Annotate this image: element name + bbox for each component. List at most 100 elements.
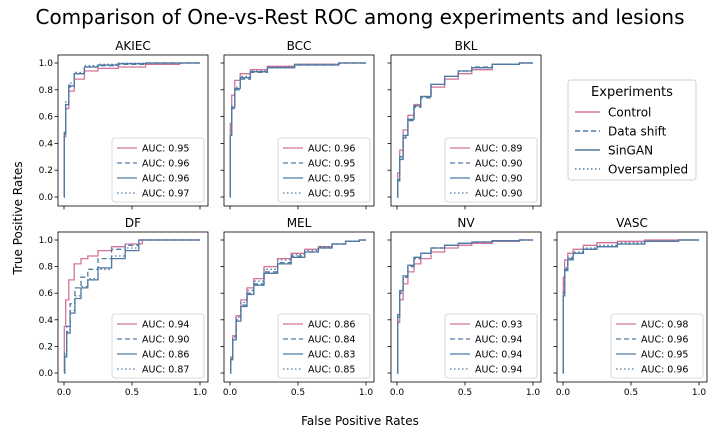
y-tick-label: 0.4	[39, 316, 54, 326]
legend-entry: Oversampled	[608, 163, 688, 177]
roc-curve-oversampled	[63, 62, 200, 198]
auc-legend-label: AUC: 0.84	[308, 335, 355, 346]
roc-curve-oversampled	[229, 62, 366, 198]
auc-legend-frame	[444, 313, 538, 379]
roc-curve-singan	[230, 239, 366, 374]
auc-legend-label: AUC: 0.94	[475, 365, 522, 376]
auc-legend: AUC: 0.93 AUC: 0.94 AUC: 0.94 AUC: 0.94	[444, 313, 538, 379]
auc-legend-label: AUC: 0.96	[641, 335, 688, 346]
subplot-title: NV	[457, 216, 475, 230]
y-tick-label: 0.8	[39, 86, 54, 96]
auc-legend-label: AUC: 0.96	[641, 365, 688, 376]
roc-curve-singan	[562, 239, 699, 374]
auc-legend-label: AUC: 0.95	[308, 189, 355, 200]
auc-legend-label: AUC: 0.90	[142, 335, 189, 346]
figure-xlabel: False Positive Rates	[301, 414, 419, 428]
x-tick-label: 0.0	[556, 388, 571, 398]
auc-legend-label: AUC: 0.86	[308, 320, 355, 331]
auc-legend-label: AUC: 0.97	[142, 189, 189, 200]
auc-legend: AUC: 0.86 AUC: 0.84 AUC: 0.83 AUC: 0.85	[277, 313, 371, 379]
auc-legend-label: AUC: 0.90	[475, 174, 522, 185]
y-tick-label: 0.0	[39, 369, 54, 379]
x-tick-label: 0.5	[624, 388, 638, 398]
subplot-vasc: VASC 0.0 0.5 1.0 AUC: 0.98 AUC: 0.96 AUC: 0.95…	[553, 216, 708, 398]
x-tick-label: 0.5	[291, 388, 305, 398]
subplot-title: VASC	[616, 216, 648, 230]
auc-legend: AUC: 0.89 AUC: 0.90 AUC: 0.90 AUC: 0.90	[444, 137, 538, 203]
roc-curve-data-shift	[397, 62, 533, 198]
roc-curve-oversampled	[397, 239, 533, 374]
roc-curve-singan	[397, 62, 533, 198]
auc-legend-label: AUC: 0.90	[475, 189, 522, 200]
auc-legend-label: AUC: 0.87	[142, 365, 189, 376]
roc-curve-data-shift	[64, 239, 200, 374]
auc-legend-label: AUC: 0.95	[308, 174, 355, 185]
roc-curve-singan	[64, 239, 200, 374]
x-tick-label: 0.0	[390, 388, 405, 398]
y-tick-label: 0.6	[39, 289, 54, 299]
subplot-bkl: BKL AUC: 0.89 AUC: 0.90 AUC: 0.90 AUC: 0.90	[387, 39, 542, 210]
auc-legend-label: AUC: 0.95	[641, 350, 688, 361]
auc-legend-label: AUC: 0.96	[308, 144, 355, 155]
auc-legend-frame	[111, 137, 205, 203]
auc-legend: AUC: 0.95 AUC: 0.96 AUC: 0.96 AUC: 0.97	[111, 137, 205, 203]
roc-curve-control	[63, 239, 200, 374]
auc-legend-label: AUC: 0.94	[142, 320, 189, 331]
legend-entry: Data shift	[608, 125, 667, 139]
figure-title: Comparison of One-vs-Rest ROC among expe…	[35, 5, 684, 29]
auc-legend-label: AUC: 0.90	[475, 159, 522, 170]
auc-legend-frame	[444, 137, 538, 203]
auc-legend-label: AUC: 0.96	[142, 159, 189, 170]
auc-legend-label: AUC: 0.83	[308, 350, 355, 361]
auc-legend: AUC: 0.94 AUC: 0.90 AUC: 0.86 AUC: 0.87	[111, 313, 205, 379]
x-tick-label: 1.0	[692, 388, 707, 398]
auc-legend: AUC: 0.96 AUC: 0.95 AUC: 0.95 AUC: 0.95	[277, 137, 371, 203]
y-tick-label: 1.0	[39, 236, 54, 246]
roc-curve-oversampled	[64, 239, 200, 374]
y-tick-label: 0.8	[39, 263, 54, 273]
x-tick-label: 0.0	[223, 388, 238, 398]
figure-ylabel: True Positive Rates	[11, 161, 25, 275]
subplot-title: AKIEC	[115, 39, 151, 53]
auc-legend-label: AUC: 0.94	[475, 350, 522, 361]
roc-curve-oversampled	[230, 239, 366, 374]
subplot-title: MEL	[287, 216, 312, 230]
roc-curve-oversampled	[562, 239, 699, 374]
legend-title: Experiments	[591, 85, 673, 100]
roc-curve-singan	[63, 62, 200, 198]
auc-legend-label: AUC: 0.85	[308, 365, 355, 376]
legend-entry: SinGAN	[608, 144, 653, 158]
experiments-legend: Experiments Control Data shift SinGAN Overs…	[567, 79, 697, 181]
auc-legend-label: AUC: 0.95	[142, 144, 189, 155]
y-tick-label: 1.0	[39, 59, 54, 69]
y-tick-label: 0.0	[39, 193, 54, 203]
x-tick-label: 1.0	[193, 388, 208, 398]
auc-legend-label: AUC: 0.86	[142, 350, 189, 361]
y-tick-label: 0.2	[39, 166, 53, 176]
auc-legend-frame	[277, 313, 371, 379]
legend-entry: Control	[608, 106, 651, 120]
x-tick-label: 0.5	[125, 388, 139, 398]
auc-legend-label: AUC: 0.94	[475, 335, 522, 346]
subplot-bcc: BCC AUC: 0.96 AUC: 0.95 AUC: 0.95 AUC: 0.95	[220, 39, 375, 210]
x-tick-label: 1.0	[526, 388, 541, 398]
auc-legend-frame	[610, 313, 704, 379]
auc-legend-label: AUC: 0.96	[142, 174, 189, 185]
auc-legend: AUC: 0.98 AUC: 0.96 AUC: 0.95 AUC: 0.96	[610, 313, 704, 379]
auc-legend-label: AUC: 0.93	[475, 320, 522, 331]
legend-frame	[567, 79, 697, 181]
y-tick-label: 0.6	[39, 113, 54, 123]
roc-curve-control	[397, 239, 533, 374]
x-tick-label: 0.5	[458, 388, 472, 398]
auc-legend-label: AUC: 0.89	[475, 144, 522, 155]
auc-legend-label: AUC: 0.98	[641, 320, 688, 331]
auc-legend-frame	[277, 137, 371, 203]
auc-legend-frame	[111, 313, 205, 379]
y-tick-label: 0.2	[39, 342, 53, 352]
x-tick-label: 1.0	[359, 388, 374, 398]
